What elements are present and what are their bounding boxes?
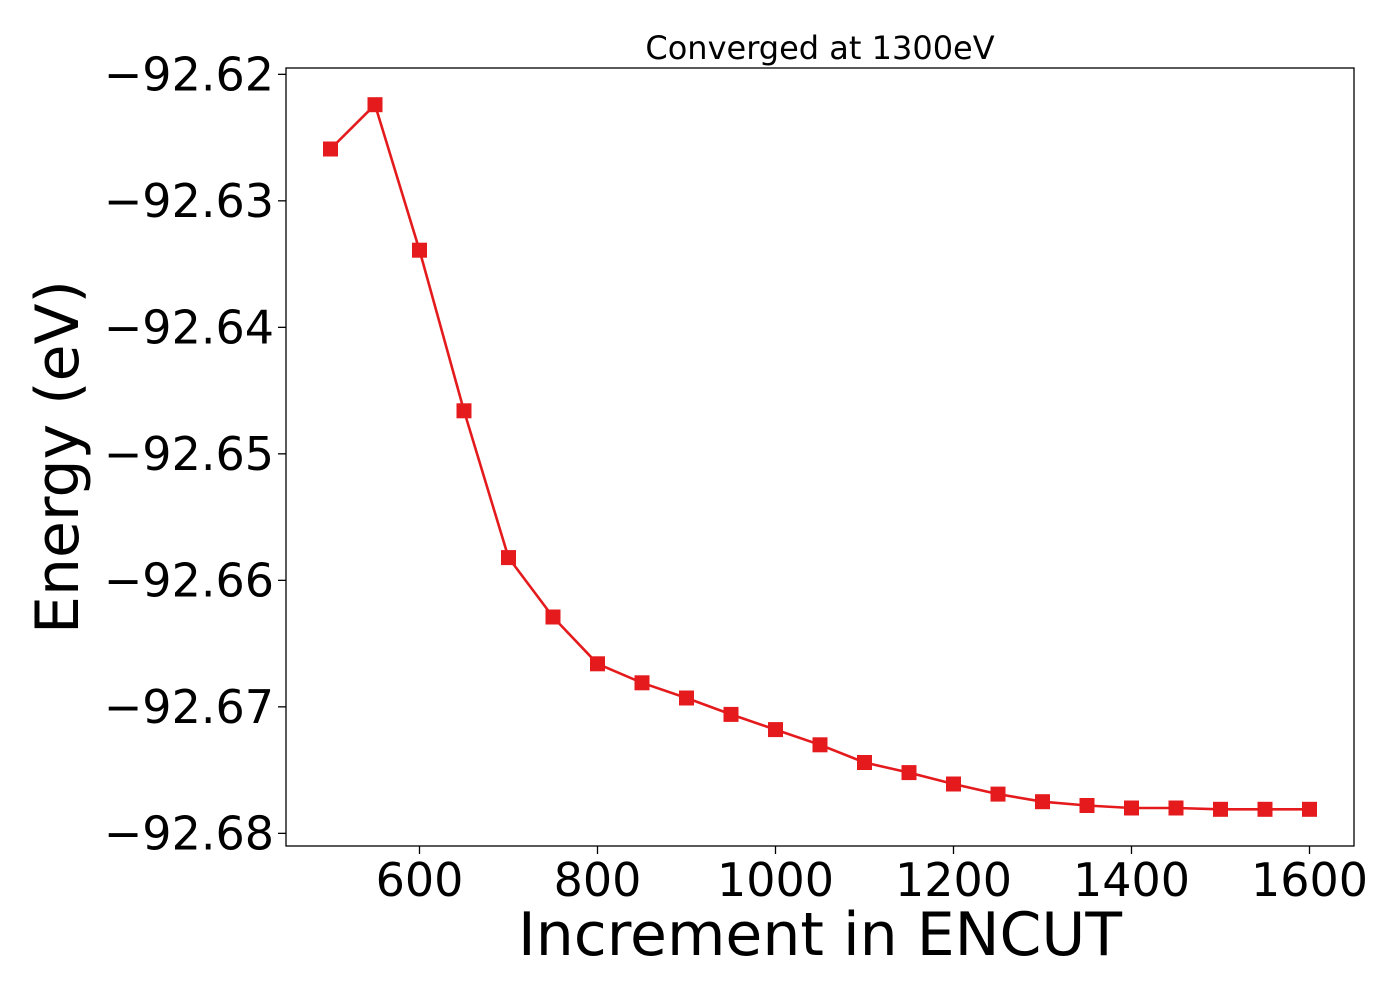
x-tick-label: 800: [554, 853, 642, 907]
data-point-marker: [634, 675, 650, 691]
x-tick-label: 1400: [1073, 853, 1190, 907]
data-point-marker: [501, 550, 516, 566]
x-axis-ticks: 600 800 1000 1200 1400 1600: [376, 846, 1368, 907]
data-point-marker: [901, 765, 917, 781]
data-point-marker: [1035, 794, 1050, 810]
x-tick-label: 1200: [895, 853, 1012, 907]
y-tick-label: −92.63: [104, 174, 274, 228]
y-tick-label: −92.62: [104, 47, 274, 101]
data-point-marker: [946, 776, 961, 792]
y-tick-label: −92.65: [104, 427, 274, 481]
plot-area-frame: [285, 67, 1355, 847]
data-point-marker: [412, 242, 427, 258]
data-point-marker: [812, 737, 828, 753]
data-point-marker: [679, 690, 694, 706]
data-point-marker: [990, 786, 1006, 802]
data-point-marker: [1124, 800, 1139, 816]
y-tick-label: −92.68: [104, 806, 274, 860]
x-tick-label: 600: [376, 853, 464, 907]
y-axis-ticks: −92.62 −92.63 −92.64 −92.65 −92.66 −92.67 −92.…: [104, 47, 286, 860]
data-point-marker: [590, 656, 605, 672]
series-layer: [323, 97, 1317, 817]
data-point-marker: [1257, 801, 1273, 817]
data-point-marker: [1213, 801, 1228, 817]
data-point-marker: [723, 706, 739, 722]
data-point-marker: [1079, 798, 1095, 813]
y-tick-label: −92.66: [104, 553, 274, 607]
data-point-marker: [1168, 800, 1184, 816]
chart-title: Converged at 1300eV: [645, 29, 994, 67]
data-point-marker: [857, 755, 872, 770]
y-tick-label: −92.67: [104, 680, 274, 734]
data-point-marker: [768, 722, 783, 738]
data-point-marker: [1302, 801, 1317, 817]
x-tick-label: 1000: [717, 853, 834, 907]
y-axis-label: Energy (eV): [23, 280, 93, 634]
data-point-marker: [367, 97, 383, 113]
y-tick-label: −92.64: [104, 300, 274, 354]
x-axis-label: Increment in ENCUT: [518, 900, 1122, 970]
data-point-marker: [456, 403, 472, 419]
data-point-marker: [545, 609, 561, 625]
x-tick-label: 1600: [1251, 853, 1368, 907]
data-point-marker: [323, 141, 338, 157]
